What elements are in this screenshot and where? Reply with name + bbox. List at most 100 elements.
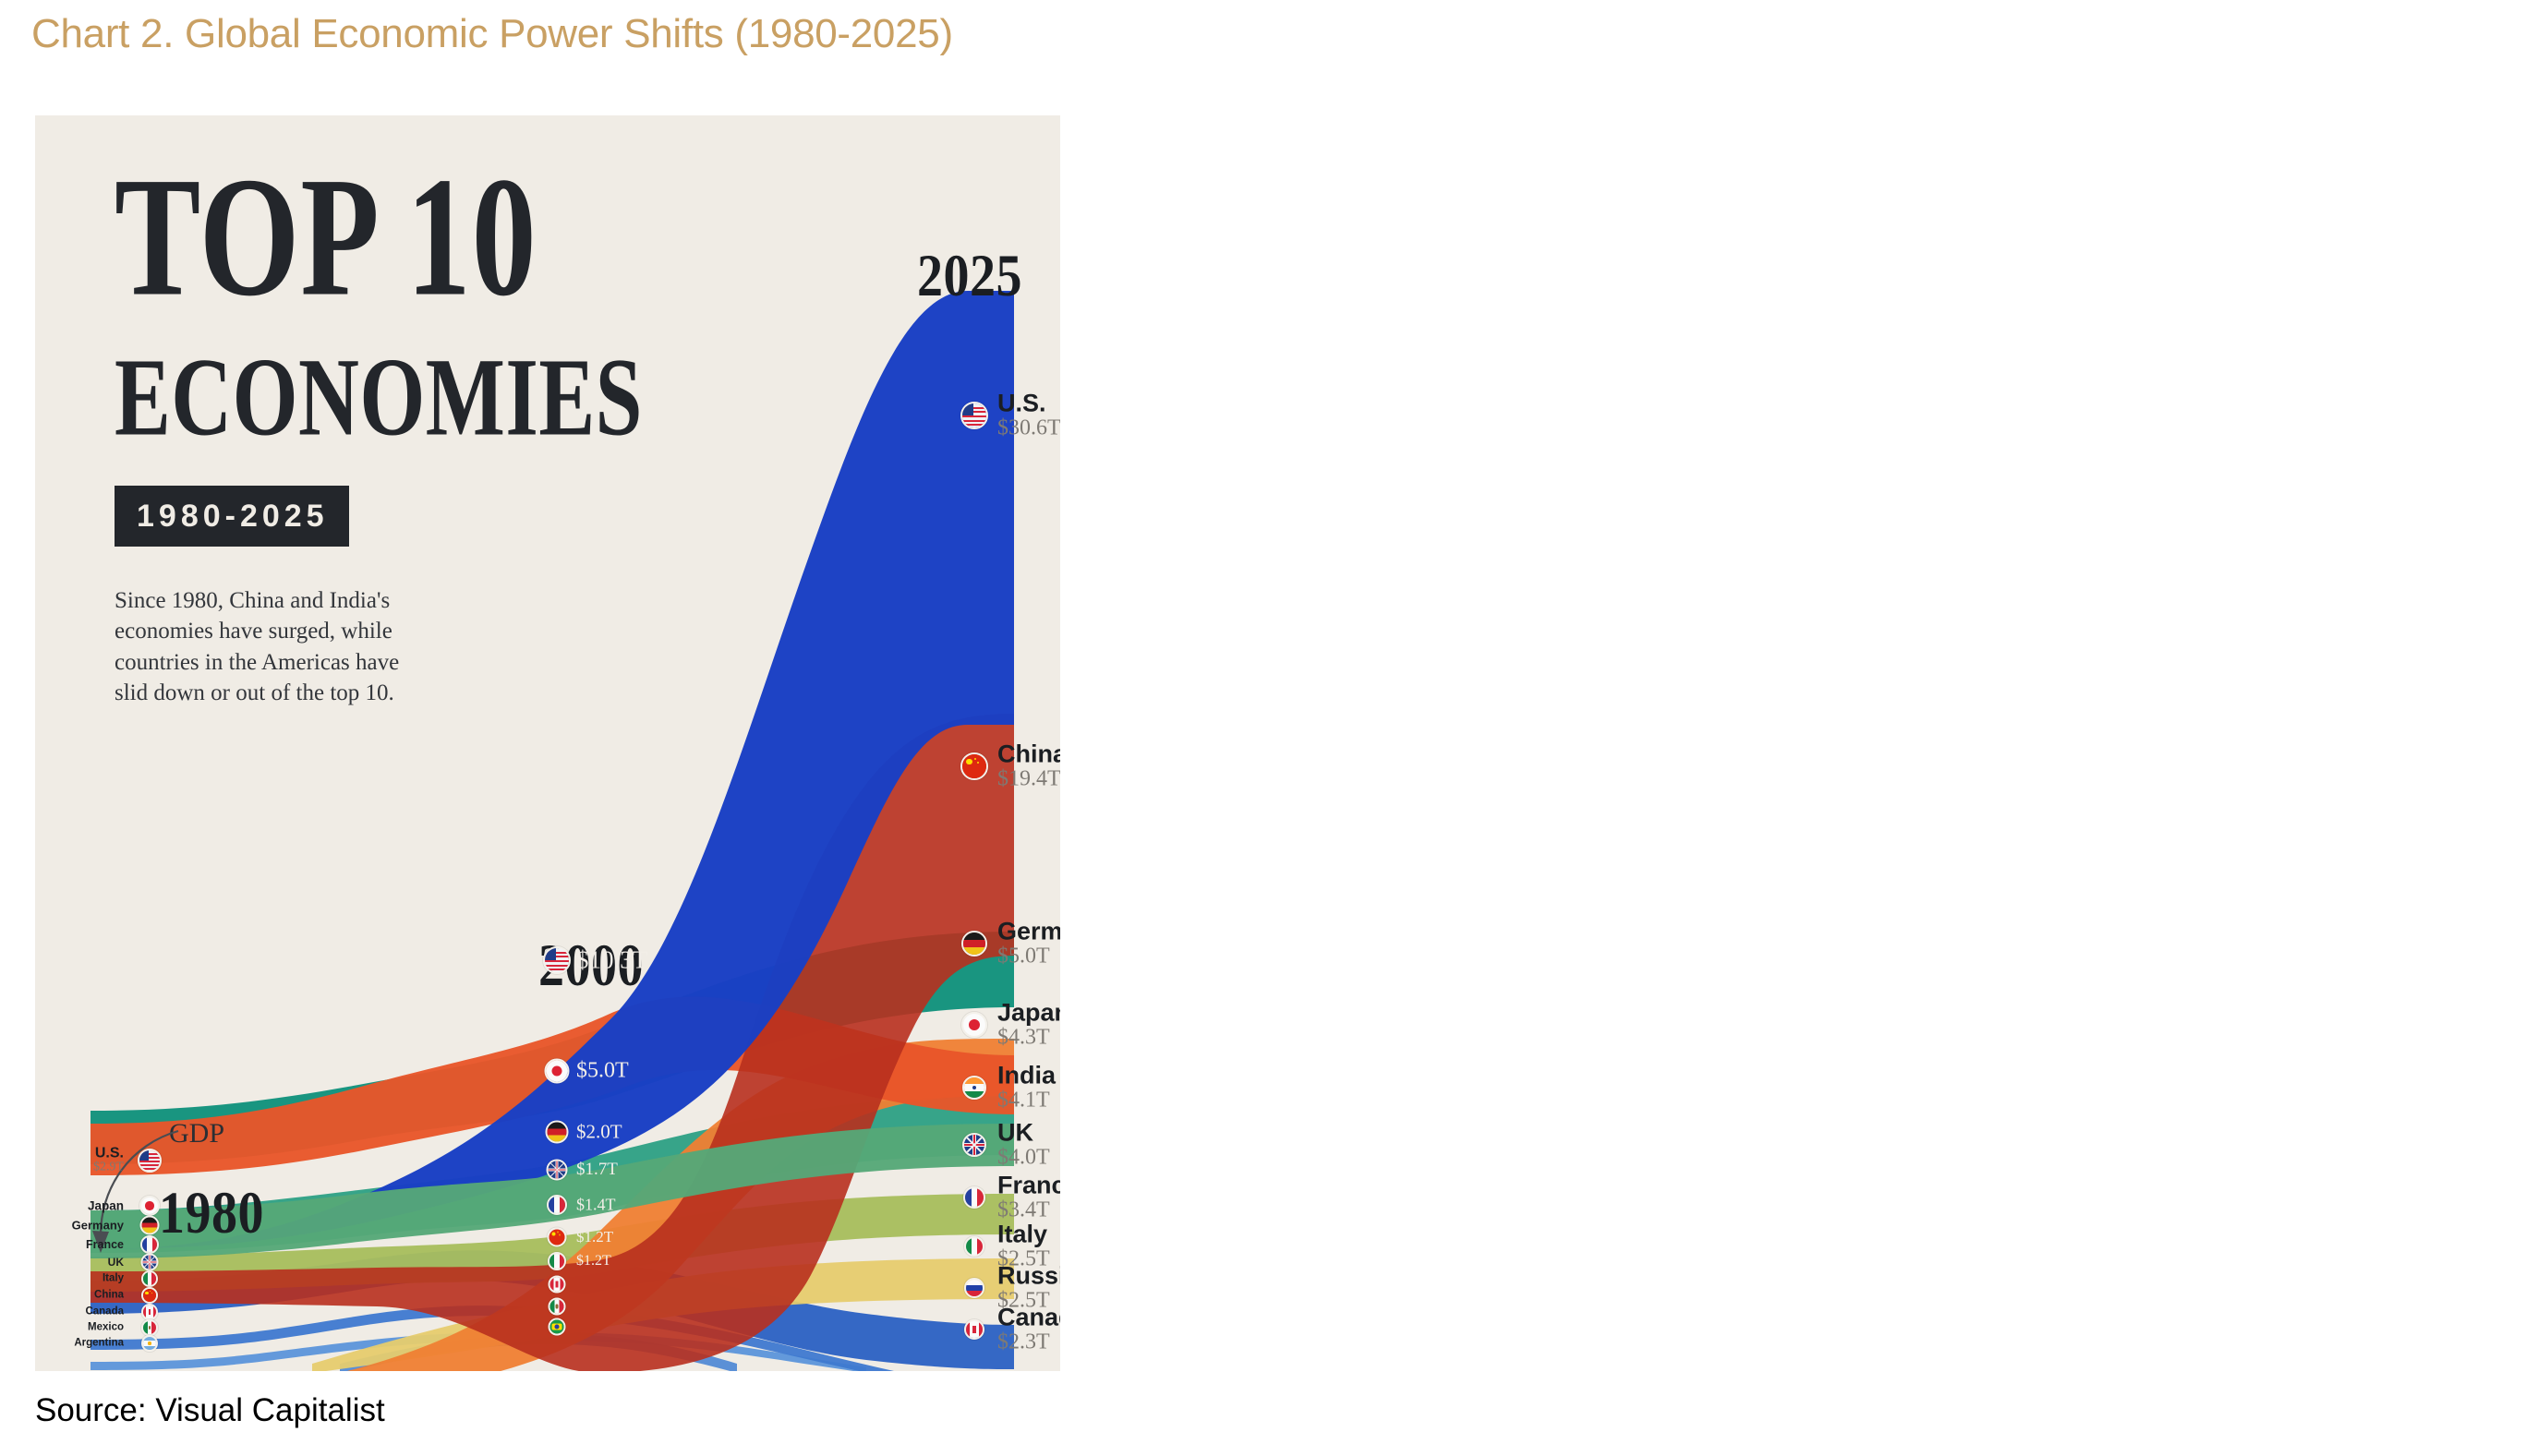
label-2025-germany: Germany$5.0T xyxy=(997,917,1060,969)
gdp-value: $19.4T xyxy=(997,766,1060,791)
label-2025-us: U.S. $30.6T xyxy=(997,389,1060,441)
label-1980-germany: Germany xyxy=(72,1220,124,1232)
country-name: Germany xyxy=(71,1218,124,1233)
label-1980-argentina: Argentina xyxy=(74,1338,124,1349)
country-name: U.S. xyxy=(94,1145,124,1161)
flag-us-icon xyxy=(138,1149,162,1173)
gdp-value: $2.9T xyxy=(92,1160,124,1174)
gdp-value: $3.4T xyxy=(997,1197,1050,1222)
date-range-badge: 1980-2025 xyxy=(115,486,349,548)
label-2000-uk: $1.7T xyxy=(576,1160,618,1179)
poster-description: Since 1980, China and India's economies … xyxy=(115,588,400,705)
gdp-value: $5.0T xyxy=(997,944,1050,969)
flag-ar-icon xyxy=(141,1335,158,1352)
label-2025-uk: UK $4.0T xyxy=(997,1118,1050,1171)
flag-fr-icon xyxy=(963,1186,985,1209)
flag-jp-icon xyxy=(544,1058,570,1084)
headline-sub: ECONOMIES xyxy=(115,333,643,459)
flag-gb-icon xyxy=(962,1133,986,1157)
flag-in-icon xyxy=(962,1076,986,1100)
flag-us-icon xyxy=(543,946,571,974)
label-2025-france: France$3.4T xyxy=(997,1171,1060,1223)
headline-top: TOP 10 xyxy=(115,141,537,331)
flag-cn-icon xyxy=(141,1287,158,1304)
label-2000-japan: $5.0T xyxy=(576,1058,629,1083)
label-2000-italy: $1.2T xyxy=(576,1253,611,1269)
label-2000-france: $1.4T xyxy=(576,1195,616,1214)
year-heading-2025: 2025 xyxy=(917,243,1022,310)
country-name: Canada xyxy=(997,1303,1060,1331)
country-name: Mexico xyxy=(88,1321,124,1333)
gdp-value: $2.5T xyxy=(997,1246,1050,1271)
flag-cn-icon xyxy=(960,752,988,780)
country-name: Italy xyxy=(102,1272,124,1284)
page-title: Chart 2. Global Economic Power Shifts (1… xyxy=(31,11,953,56)
year-heading-1980: 1980 xyxy=(159,1180,264,1247)
flag-fr-icon xyxy=(547,1195,567,1215)
label-2025-italy: Italy $2.5T xyxy=(997,1221,1050,1272)
source-caption: Source: Visual Capitalist xyxy=(35,1392,385,1428)
flag-it-icon xyxy=(964,1236,984,1257)
flag-de-icon xyxy=(139,1215,160,1235)
flag-jp-icon xyxy=(139,1196,160,1216)
label-1980-france: France xyxy=(86,1239,124,1251)
flag-jp-icon xyxy=(961,1012,987,1038)
country-name: Japan xyxy=(87,1198,124,1213)
flag-cn-icon xyxy=(547,1227,567,1247)
country-name: U.S. xyxy=(997,389,1046,417)
flag-ru-icon xyxy=(964,1278,984,1298)
country-name: Germany xyxy=(997,917,1060,945)
label-2000-us: $10.3T xyxy=(576,945,648,974)
country-name: Argentina xyxy=(74,1337,124,1349)
country-name: China xyxy=(94,1289,124,1301)
gdp-annotation-label: GDP xyxy=(169,1118,225,1149)
gdp-value: $4.1T xyxy=(997,1088,1050,1113)
flag-mx-icon xyxy=(141,1319,158,1336)
flag-us-icon xyxy=(960,402,988,429)
label-1980-mexico: Mexico xyxy=(88,1322,124,1333)
flag-gb-icon xyxy=(546,1159,568,1181)
flag-de-icon xyxy=(545,1120,569,1144)
ribbon-france-main xyxy=(91,1124,1014,1258)
label-1980-japan: Japan xyxy=(88,1199,124,1212)
flag-it-icon xyxy=(548,1252,566,1270)
flag-ca-icon xyxy=(141,1304,158,1320)
gdp-arrow-icon xyxy=(92,1129,179,1253)
flag-it-icon xyxy=(141,1270,158,1287)
label-2025-russia: Russia$2.5T xyxy=(997,1261,1060,1314)
label-1980-china: China xyxy=(94,1290,124,1301)
gdp-value: $30.6T xyxy=(997,415,1060,440)
label-1980-uk: UK xyxy=(108,1257,124,1268)
label-2000-china: $1.2T xyxy=(576,1228,614,1245)
country-name: Japan xyxy=(997,998,1060,1027)
gdp-value: $4.0T xyxy=(997,1145,1050,1170)
label-2025-canada: Canada$2.3T xyxy=(997,1303,1060,1355)
gdp-value: $2.5T xyxy=(997,1288,1050,1313)
country-name: UK xyxy=(997,1118,1033,1147)
country-name: China xyxy=(997,740,1060,768)
label-2000-germany: $2.0T xyxy=(576,1120,622,1143)
flag-mx-icon xyxy=(548,1297,566,1316)
label-2025-japan: Japan$4.3T xyxy=(997,998,1060,1051)
flag-fr-icon xyxy=(140,1235,159,1254)
label-2025-india: India $4.1T xyxy=(997,1061,1057,1113)
country-name: India xyxy=(997,1061,1057,1089)
country-name: UK xyxy=(107,1256,124,1269)
flag-ca-icon xyxy=(548,1275,566,1294)
gdp-value: $4.3T xyxy=(997,1025,1050,1050)
country-name: Canada xyxy=(85,1306,124,1318)
gdp-value: $2.3T xyxy=(997,1330,1050,1354)
poster-headline-block: TOP 10 ECONOMIES 1980-2025 Since 1980, C… xyxy=(115,141,643,708)
flag-gb-icon xyxy=(140,1253,159,1271)
country-name: Russia xyxy=(997,1261,1060,1290)
country-name: Italy xyxy=(997,1220,1048,1248)
ribbon-china xyxy=(91,714,1014,1371)
label-1980-italy: Italy xyxy=(103,1273,124,1284)
flag-ca-icon xyxy=(964,1319,984,1340)
ribbon-us xyxy=(91,291,1014,1249)
country-name: France xyxy=(86,1237,124,1251)
country-name: France xyxy=(997,1171,1060,1199)
label-1980-us: U.S. $2.9T xyxy=(92,1145,124,1175)
infographic-panel: TOP 10 ECONOMIES 1980-2025 Since 1980, C… xyxy=(35,115,1060,1371)
label-2025-china: China $19.4T xyxy=(997,740,1060,792)
